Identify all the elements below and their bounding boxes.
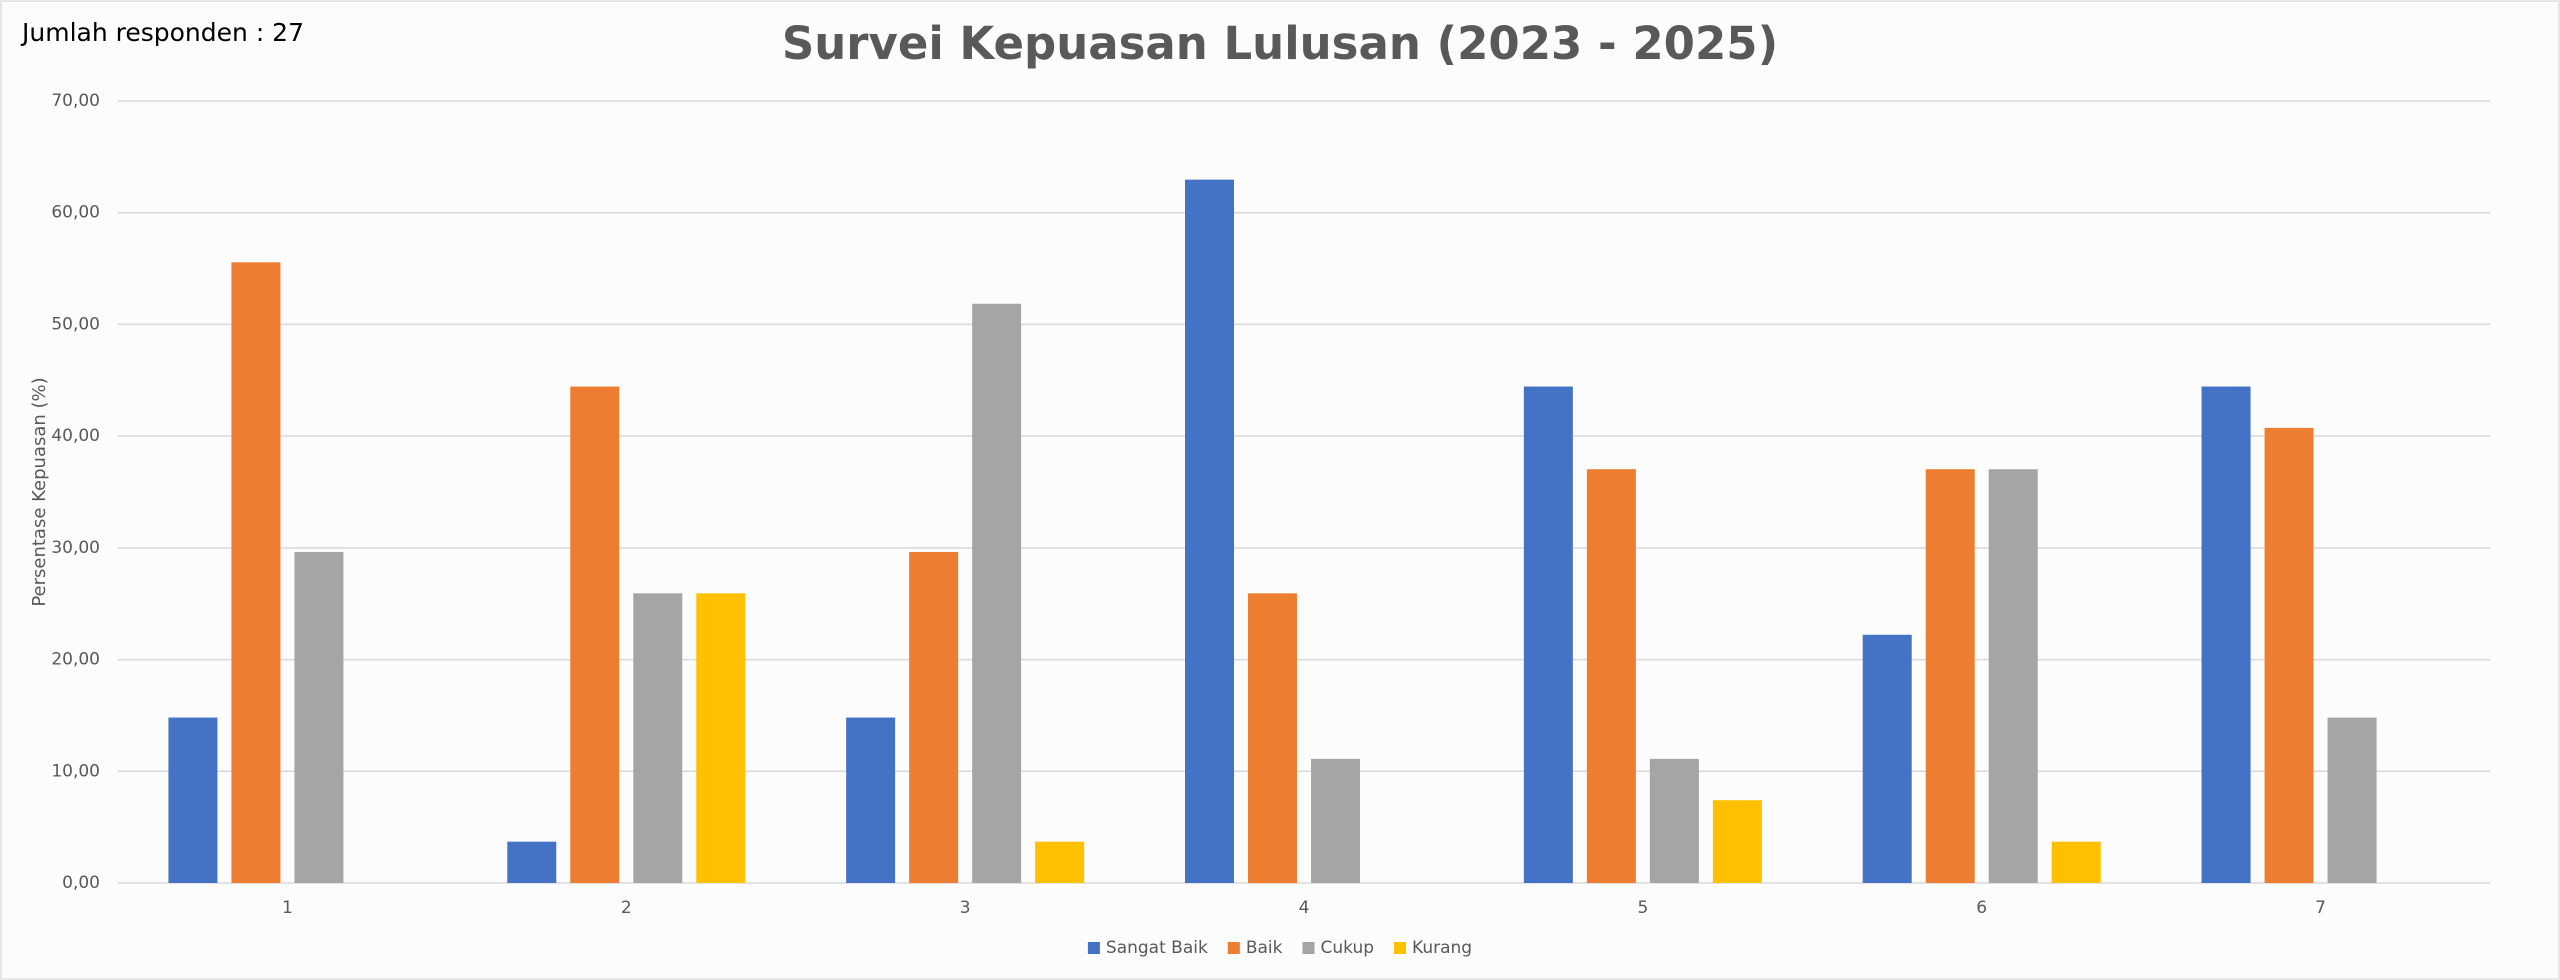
legend-label: Baik	[1246, 938, 1283, 958]
legend-swatch	[1302, 942, 1315, 954]
bar	[231, 262, 281, 883]
bar	[1925, 469, 1975, 883]
bar	[2201, 386, 2251, 883]
bar	[1649, 758, 1699, 883]
y-tick-label: 70,00	[51, 91, 100, 111]
y-tick-label: 30,00	[51, 538, 100, 558]
bar	[909, 551, 959, 883]
bar	[1523, 386, 1573, 883]
bar	[846, 717, 896, 883]
bar	[570, 386, 620, 883]
bar	[1248, 593, 1297, 883]
legend-swatch	[1087, 942, 1100, 954]
x-tick-label: 7	[2315, 898, 2326, 918]
bar	[1586, 469, 1636, 883]
bar	[1862, 634, 1912, 883]
y-tick-label: 0,00	[62, 873, 100, 893]
x-tick-label: 3	[960, 898, 971, 918]
bar	[633, 593, 683, 883]
bar	[1712, 800, 1762, 883]
chart-title: Survei Kepuasan Lulusan (2023 - 2025)	[782, 17, 1778, 70]
legend-label: Kurang	[1412, 938, 1472, 958]
x-tick-label: 4	[1299, 898, 1310, 918]
bar	[1311, 758, 1360, 883]
y-tick-label: 20,00	[51, 650, 100, 670]
bar	[2264, 427, 2314, 883]
legend-swatch	[1227, 942, 1240, 954]
x-tick-label: 6	[1976, 898, 1987, 918]
bar	[2327, 717, 2377, 883]
bar	[168, 717, 218, 883]
y-axis-label: Persentase Kepuasan (%)	[29, 377, 50, 606]
y-tick-label: 40,00	[51, 426, 100, 446]
bar	[1988, 469, 2038, 883]
x-tick-label: 2	[621, 898, 632, 918]
legend-swatch	[1394, 942, 1407, 954]
annotation: Jumlah responden : 27	[20, 18, 304, 47]
bar	[1035, 841, 1085, 883]
legend-label: Cukup	[1320, 938, 1374, 958]
legend-label: Sangat Baik	[1106, 938, 1208, 958]
bar	[294, 551, 344, 883]
bar	[972, 303, 1022, 883]
y-tick-label: 60,00	[51, 203, 100, 223]
y-tick-label: 50,00	[51, 314, 100, 334]
bar	[696, 593, 746, 883]
bar	[1185, 179, 1234, 883]
bar	[507, 841, 557, 883]
x-tick-label: 5	[1637, 898, 1648, 918]
bar	[2051, 841, 2101, 883]
y-tick-label: 10,00	[51, 761, 100, 781]
x-tick-label: 1	[282, 898, 293, 918]
